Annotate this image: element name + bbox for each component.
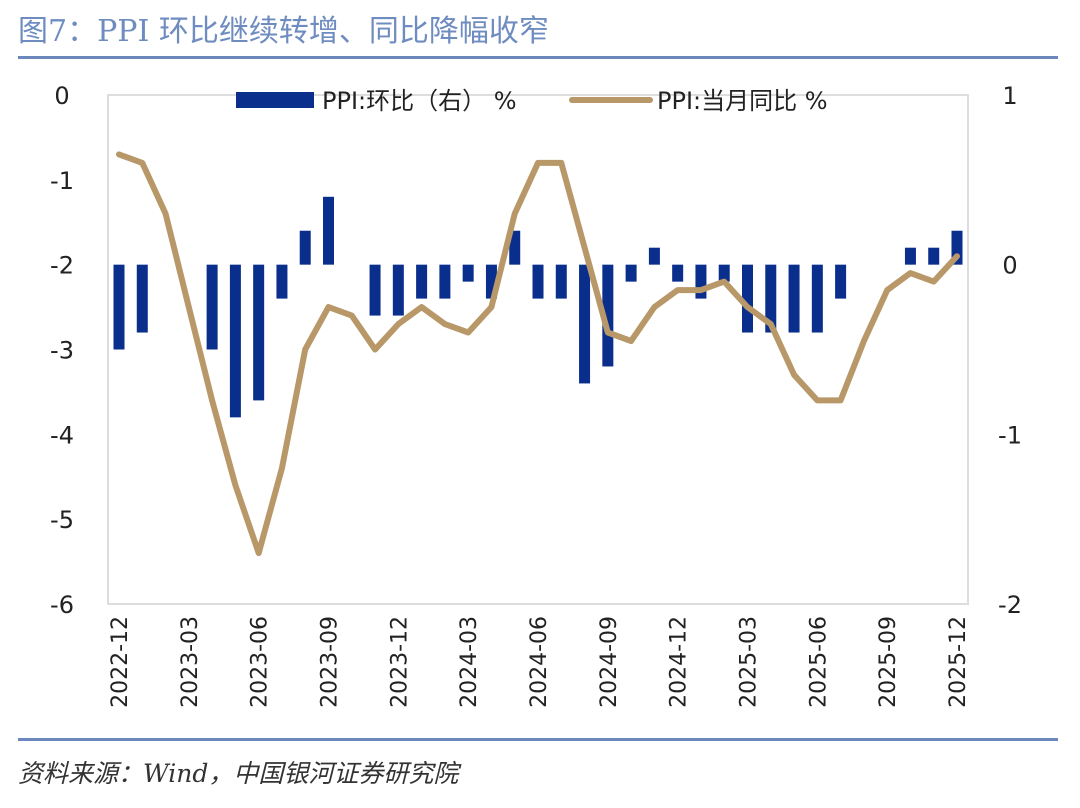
legend-bar-label: PPI:环比（右） % <box>322 87 517 115</box>
bar-2025-12 <box>951 230 963 265</box>
x-tick-label: 2024-09 <box>597 616 622 708</box>
right-tick-label: 1 <box>1002 82 1017 110</box>
bar-2024-08 <box>579 264 591 384</box>
right-tick-label: -1 <box>998 421 1022 449</box>
bar-2024-04 <box>485 264 497 299</box>
bar-2024-03 <box>462 264 474 282</box>
bar-2025-02 <box>718 264 730 282</box>
x-tick-label: 2024-03 <box>457 616 482 708</box>
left-tick-label: -1 <box>50 167 74 195</box>
source-note: 资料来源：Wind，中国银河证券研究院 <box>18 759 459 788</box>
bar-2024-10 <box>625 264 637 282</box>
bar-2024-06 <box>532 264 544 299</box>
bar-2024-07 <box>555 264 567 299</box>
bar-2025-05 <box>788 264 800 333</box>
bar-2025-06 <box>811 264 823 333</box>
x-tick-label: 2023-06 <box>248 616 273 708</box>
x-tick-label: 2025-09 <box>876 616 901 708</box>
x-tick-label: 2025-03 <box>737 616 762 708</box>
left-tick-label: 0 <box>54 82 69 110</box>
x-tick-label: 2025-06 <box>806 616 831 708</box>
title-divider <box>18 56 1058 59</box>
x-tick-label: 2025-12 <box>946 616 971 708</box>
left-tick-label: -2 <box>50 252 74 280</box>
bar-2023-05 <box>229 264 241 418</box>
bar-2025-10 <box>904 247 916 265</box>
bar-2024-12 <box>672 264 684 282</box>
bar-2024-05 <box>509 230 521 265</box>
bar-2024-01 <box>416 264 428 299</box>
x-tick-label: 2023-12 <box>387 616 412 708</box>
x-tick-label: 2023-09 <box>318 616 343 708</box>
left-tick-label: -5 <box>50 506 74 534</box>
bar-2024-02 <box>439 264 451 299</box>
bar-2022-12 <box>113 264 125 350</box>
line-series-yoy <box>116 151 960 557</box>
bar-2023-12 <box>392 264 404 316</box>
legend-line-label: PPI:当月同比 % <box>657 87 828 115</box>
source-divider <box>18 738 1058 741</box>
bar-2024-09 <box>602 264 614 367</box>
right-tick-label: -2 <box>998 591 1022 619</box>
bar-2025-07 <box>835 264 847 299</box>
bar-2024-11 <box>648 247 660 265</box>
legend-bar-swatch <box>236 92 314 108</box>
bar-2023-09 <box>323 196 334 265</box>
right-tick-label: 0 <box>1002 252 1017 280</box>
bar-2023-06 <box>253 264 265 401</box>
bar-2023-04 <box>206 264 218 350</box>
left-tick-label: -6 <box>50 591 74 619</box>
bar-2023-01 <box>136 264 148 333</box>
bar-2025-03 <box>742 264 753 333</box>
left-tick-label: -4 <box>50 421 74 449</box>
bar-2023-08 <box>299 230 311 265</box>
bar-2025-01 <box>695 264 707 299</box>
chart-title: 图7：PPI 环比继续转增、同比降幅收窄 <box>18 14 549 49</box>
x-tick-label: 2024-06 <box>527 616 552 708</box>
bar-2023-07 <box>276 264 288 299</box>
bar-2023-11 <box>369 264 381 316</box>
bar-2025-11 <box>928 247 940 265</box>
x-tick-label: 2022-12 <box>108 616 133 708</box>
x-tick-label: 2023-03 <box>178 616 203 708</box>
left-tick-label: -3 <box>50 337 74 365</box>
plot-frame <box>107 94 969 605</box>
bar-2025-04 <box>765 264 777 333</box>
x-tick-label: 2024-12 <box>667 616 692 708</box>
